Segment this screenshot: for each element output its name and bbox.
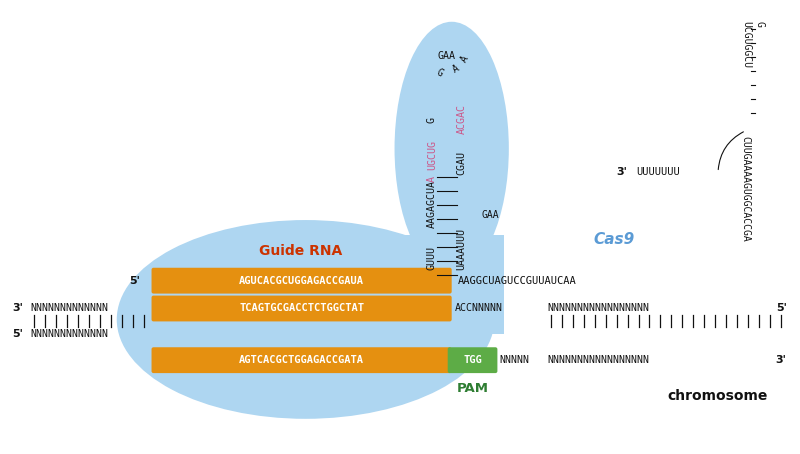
Text: 5': 5' — [12, 329, 23, 339]
Text: G: G — [434, 67, 445, 79]
Text: Guide RNA: Guide RNA — [259, 244, 342, 258]
FancyBboxPatch shape — [400, 235, 504, 334]
Text: ACGAC: ACGAC — [457, 104, 466, 133]
Text: A: A — [450, 63, 461, 75]
Text: 3': 3' — [12, 303, 23, 314]
Text: UGCUG: UGCUG — [427, 140, 437, 170]
Text: CUUGAAAAGUGGCACCGA: CUUGAAAAGUGGCACCGA — [741, 136, 751, 242]
Text: A: A — [427, 176, 437, 182]
Ellipse shape — [117, 220, 494, 419]
Ellipse shape — [394, 22, 509, 275]
Text: 3': 3' — [776, 355, 786, 365]
Text: G: G — [427, 117, 437, 123]
Text: 5': 5' — [776, 303, 786, 314]
Text: TCAGTGCGACCTCTGGCTAT: TCAGTGCGACCTCTGGCTAT — [239, 303, 364, 314]
Text: 5': 5' — [129, 276, 140, 286]
Text: Cas9: Cas9 — [594, 232, 635, 247]
Text: PAM: PAM — [457, 382, 489, 395]
Text: GAA: GAA — [438, 51, 456, 61]
Text: A: A — [459, 54, 470, 64]
Text: 3': 3' — [617, 168, 627, 178]
Text: TGG: TGG — [463, 355, 482, 365]
Text: GAA: GAA — [482, 210, 499, 220]
Text: UCGUGGCU: UCGUGGCU — [741, 21, 751, 68]
Text: NNNNNNNNNNNNN: NNNNNNNNNNNNN — [30, 329, 108, 339]
Text: AGUCACGCUGGAGACCGAUA: AGUCACGCUGGAGACCGAUA — [239, 276, 364, 286]
FancyBboxPatch shape — [151, 268, 452, 294]
Text: ACCNNNNN: ACCNNNNN — [454, 303, 502, 314]
Text: NNNNNNNNNNNNNNNNN: NNNNNNNNNNNNNNNNN — [547, 355, 649, 365]
Text: AGTCACGCTGGAGACCGATA: AGTCACGCTGGAGACCGATA — [239, 355, 364, 365]
Text: NNNNNNNNNNNNN: NNNNNNNNNNNNN — [30, 303, 108, 314]
Text: chromosome: chromosome — [668, 389, 768, 403]
Text: NNNNNNNNNNNNNNNNN: NNNNNNNNNNNNNNNNN — [547, 303, 649, 314]
Text: NNNNN: NNNNN — [499, 355, 530, 365]
Text: AAGAGCUA: AAGAGCUA — [427, 180, 437, 228]
Text: GUUU: GUUU — [427, 246, 437, 270]
Text: AAGGCUAGUCCGUUAUCAA: AAGGCUAGUCCGUUAUCAA — [458, 276, 576, 286]
Text: UAAAUUU: UAAAUUU — [457, 228, 466, 270]
FancyBboxPatch shape — [151, 296, 452, 321]
FancyBboxPatch shape — [448, 347, 498, 373]
Text: CGAU: CGAU — [457, 151, 466, 175]
Text: UUUUUUU: UUUUUUU — [637, 168, 680, 178]
Text: G: G — [754, 21, 765, 27]
FancyBboxPatch shape — [151, 347, 452, 373]
